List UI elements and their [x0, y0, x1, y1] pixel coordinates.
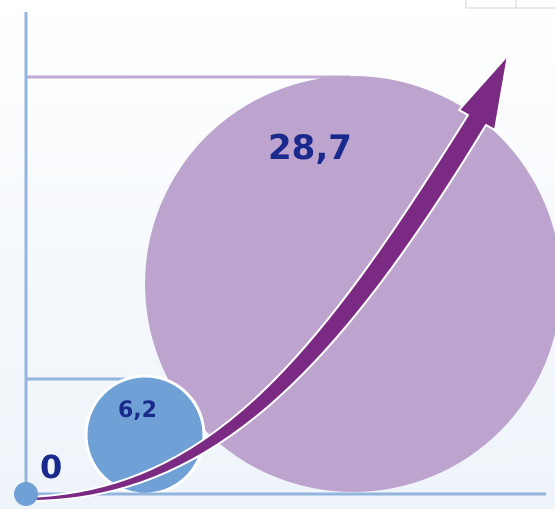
bubble-label-6-2: 6,2 [118, 398, 157, 423]
origin-dot [14, 482, 38, 506]
corner-frame [465, 0, 555, 9]
bubble-label-28-7: 28,7 [268, 128, 352, 168]
origin-label: 0 [40, 448, 62, 486]
growth-arrow [25, 54, 509, 503]
